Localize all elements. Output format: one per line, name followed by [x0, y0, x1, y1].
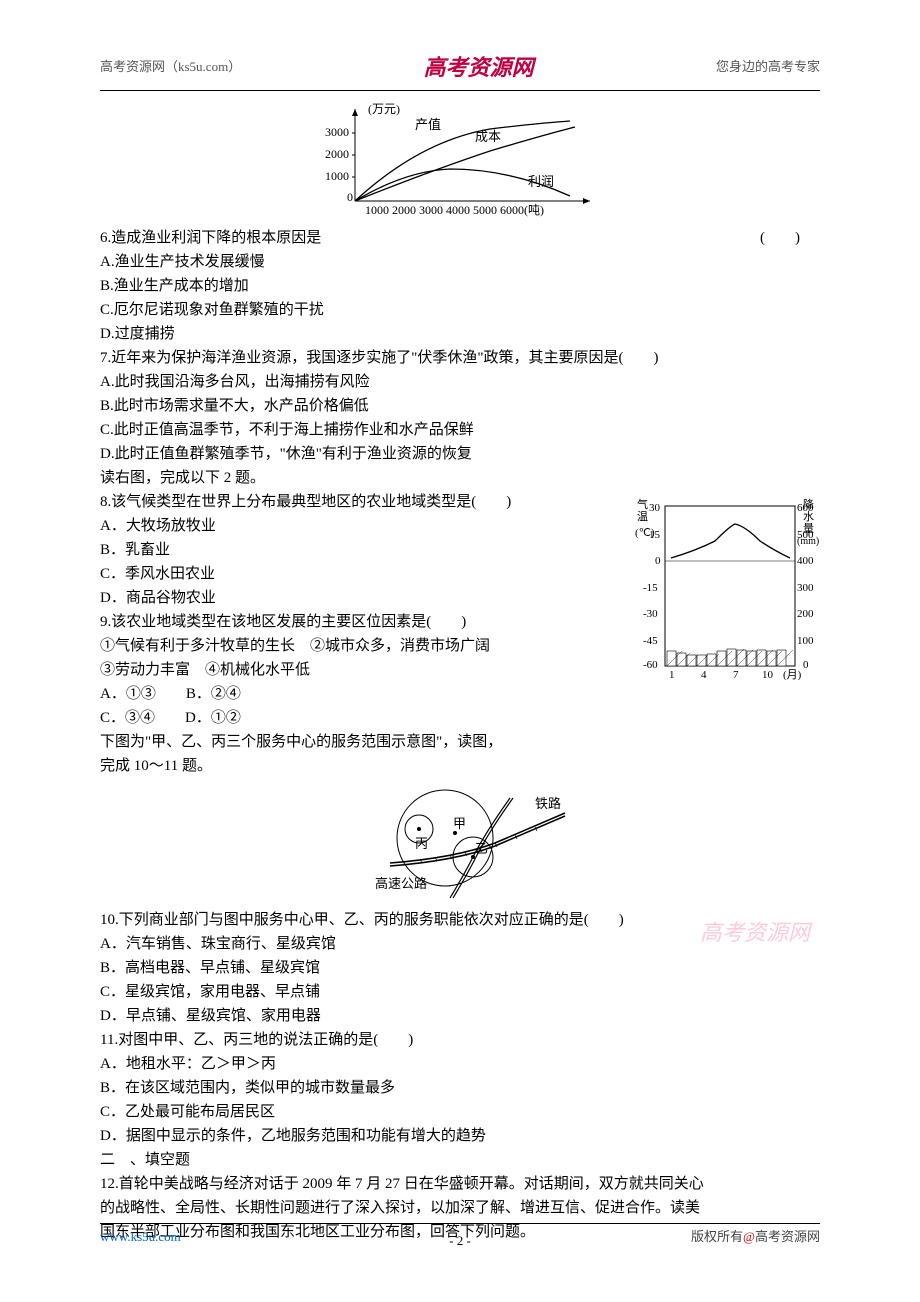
q11-opt-a: A．地租水平：乙＞甲＞丙	[100, 1052, 820, 1076]
ylabel: (万元)	[368, 102, 400, 116]
watermark: 高考资源网	[700, 915, 810, 950]
svg-text:600: 600	[797, 502, 814, 514]
q12-l1: 12.首轮中美战略与经济对话于 2009 年 7 月 27 日在华盛顿开幕。对话…	[100, 1172, 820, 1196]
q6-opt-c: C.厄尔尼诺现象对鱼群繁殖的干扰	[100, 298, 820, 322]
svg-text:100: 100	[797, 635, 814, 647]
svg-text:1000: 1000	[325, 169, 349, 183]
header-site: 高考资源网（ks5u.com）	[100, 57, 241, 78]
svg-text:10: 10	[762, 669, 774, 681]
q10-opt-b: B．高档电器、早点铺、星级宾馆	[100, 956, 820, 980]
q12-l2: 的战略性、全局性、长期性问题进行了深入探讨，以加深了解、增进互信、促进合作。读美	[100, 1196, 820, 1220]
svg-text:产值: 产值	[415, 117, 441, 132]
svg-text:-45: -45	[643, 635, 658, 647]
q6-opt-a: A.渔业生产技术发展缓慢	[100, 250, 820, 274]
q6-blank: ( )	[760, 226, 800, 250]
svg-text:2000: 2000	[325, 147, 349, 161]
q7-opt-c: C.此时正值高温季节，不利于海上捕捞作业和水产品保鲜	[100, 418, 820, 442]
svg-text:高速公路: 高速公路	[375, 876, 427, 891]
section-2-title: 二 、填空题	[100, 1148, 820, 1172]
pre-q8: 读右图，完成以下 2 题。	[100, 466, 820, 490]
svg-text:温: 温	[637, 510, 648, 523]
q7-opt-a: A.此时我国沿海多台风，出海捕捞有风险	[100, 370, 820, 394]
q7-opt-b: B.此时市场需求量不大，水产品价格偏低	[100, 394, 820, 418]
svg-text:0: 0	[655, 555, 661, 567]
header-slogan: 您身边的高考专家	[716, 57, 820, 78]
svg-text:3000: 3000	[325, 125, 349, 139]
q6-opt-b: B.渔业生产成本的增加	[100, 274, 820, 298]
q10-opt-c: C．星级宾馆，家用电器、早点铺	[100, 980, 820, 1004]
svg-text:-15: -15	[643, 582, 658, 594]
svg-text:0: 0	[803, 659, 809, 671]
svg-text:成本: 成本	[475, 129, 501, 144]
service-range-figure: 甲 丙 乙 铁路 高速公路	[335, 783, 585, 903]
svg-text:30: 30	[649, 502, 661, 514]
svg-text:15: 15	[649, 529, 661, 541]
q6-opt-d: D.过度捕捞	[100, 322, 820, 346]
svg-text:500: 500	[797, 529, 814, 541]
svg-text:0: 0	[347, 190, 353, 204]
q9-opt-cd: C．③④ D．①②	[100, 706, 820, 730]
svg-text:利润: 利润	[528, 174, 554, 189]
fishery-chart: (万元) 3000 2000 1000 0 1000 2000 3000 400…	[310, 101, 610, 221]
q9-opt-ab: A．①③ B．②④	[100, 682, 820, 706]
svg-text:-60: -60	[643, 659, 658, 671]
svg-text:300: 300	[797, 582, 814, 594]
xlabel: 1000 2000 3000 4000 5000 6000(吨)	[365, 203, 544, 217]
svg-text:1: 1	[669, 669, 675, 681]
svg-text:甲: 甲	[453, 816, 466, 831]
svg-text:-30: -30	[643, 608, 658, 620]
pre-q10-l1: 下图为"甲、乙、丙三个服务中心的服务范围示意图"，读图，	[100, 730, 820, 754]
q10-opt-d: D．早点铺、星级宾馆、家用电器	[100, 1004, 820, 1028]
svg-text:丙: 丙	[415, 836, 428, 851]
svg-text:400: 400	[797, 555, 814, 567]
svg-text:7: 7	[733, 669, 739, 681]
climate-chart: 气温 (℃) 降水量 (mm) 30 15 0 -15 -30 -45 -60 …	[635, 496, 825, 681]
q11-stem: 11.对图中甲、乙、丙三地的说法正确的是( )	[100, 1028, 820, 1052]
svg-text:4: 4	[701, 669, 707, 681]
pre-q10-l2: 完成 10～11 题。	[100, 754, 820, 778]
svg-text:200: 200	[797, 608, 814, 620]
q11-opt-b: B．在该区域范围内，类似甲的城市数量最多	[100, 1076, 820, 1100]
page-content: (万元) 3000 2000 1000 0 1000 2000 3000 400…	[0, 91, 920, 1244]
q6-stem: 6.造成渔业利润下降的根本原因是	[100, 230, 321, 246]
question-6: 6.造成渔业利润下降的根本原因是 ( )	[100, 226, 820, 250]
svg-text:(月): (月)	[783, 669, 802, 681]
q7-opt-d: D.此时正值鱼群繁殖季节，"休渔"有利于渔业资源的恢复	[100, 442, 820, 466]
q11-opt-c: C．乙处最可能布局居民区	[100, 1100, 820, 1124]
page-footer: www.ks5u.com 版权所有@高考资源网 - 2 -	[0, 1223, 920, 1252]
footer-copyright: 版权所有@高考资源网	[691, 1227, 820, 1248]
q7-stem: 7.近年来为保护海洋渔业资源，我国逐步实施了"伏季休渔"政策，其主要原因是( )	[100, 346, 820, 370]
precip-bars	[667, 649, 793, 666]
svg-text:铁路: 铁路	[535, 796, 561, 811]
footer-url: www.ks5u.com	[100, 1227, 181, 1248]
header-logo: 高考资源网	[424, 50, 534, 85]
svg-text:气: 气	[637, 497, 648, 511]
q11-opt-d: D．据图中显示的条件，乙地服务范围和功能有增大的趋势	[100, 1124, 820, 1148]
footer-divider	[100, 1223, 820, 1224]
